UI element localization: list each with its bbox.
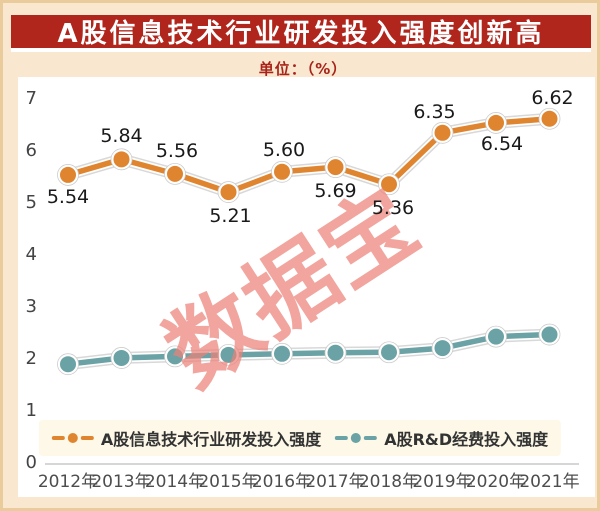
data-point-label: 5.84 [100,125,143,148]
legend-marker-orange-icon [51,433,94,443]
y-tick-label: 2 [25,348,37,369]
y-tick-label: 1 [25,400,37,421]
legend-item-a-share-rd-intensity: A股R&D经费投入强度 [335,426,548,450]
data-point-label: 5.54 [46,185,90,208]
x-tick-label: 2021年 [519,472,580,492]
x-tick-label: 2012年 [37,472,99,492]
page-title: A股信息技术行业研发投入强度创新高 [57,19,545,49]
y-tick-label: 6 [25,140,37,161]
data-point-label: 5.21 [209,205,252,228]
data-point-label: 6.62 [531,86,574,109]
x-tick-label: 2015年 [198,472,259,492]
x-tick-label: 2017年 [305,472,366,492]
x-tick-label: 2018年 [358,472,420,492]
data-point-label: 5.60 [262,138,306,161]
legend-label: A股信息技术行业研发投入强度 [100,430,322,449]
x-tick-label: 2016年 [251,472,313,492]
data-point-label: 5.36 [371,197,415,220]
y-tick-label: 3 [25,296,37,317]
unit-label: 单位：（%） [258,60,348,78]
title-banner: A股信息技术行业研发投入强度创新高 [11,15,591,52]
data-point-label: 6.54 [480,132,524,155]
data-point-label: 5.69 [314,180,357,203]
y-tick-label: 4 [25,244,37,265]
legend-label: A股R&D经费投入强度 [384,430,549,449]
legend: A股信息技术行业研发投入强度 A股R&D经费投入强度 [38,420,562,456]
line-chart [45,107,579,465]
x-tick-label: 2020年 [465,472,527,492]
y-tick-label: 5 [25,192,37,213]
legend-item-it-rd-intensity: A股信息技术行业研发投入强度 [51,426,322,450]
x-tick-label: 2013年 [91,472,152,492]
y-tick-label: 7 [25,88,37,109]
data-point-label: 5.56 [155,139,199,162]
x-tick-label: 2014年 [144,472,206,492]
y-tick-label: 0 [25,452,37,473]
data-point-label: 6.35 [413,100,456,123]
legend-marker-teal-icon [335,433,378,443]
x-tick-label: 2019年 [412,472,473,492]
